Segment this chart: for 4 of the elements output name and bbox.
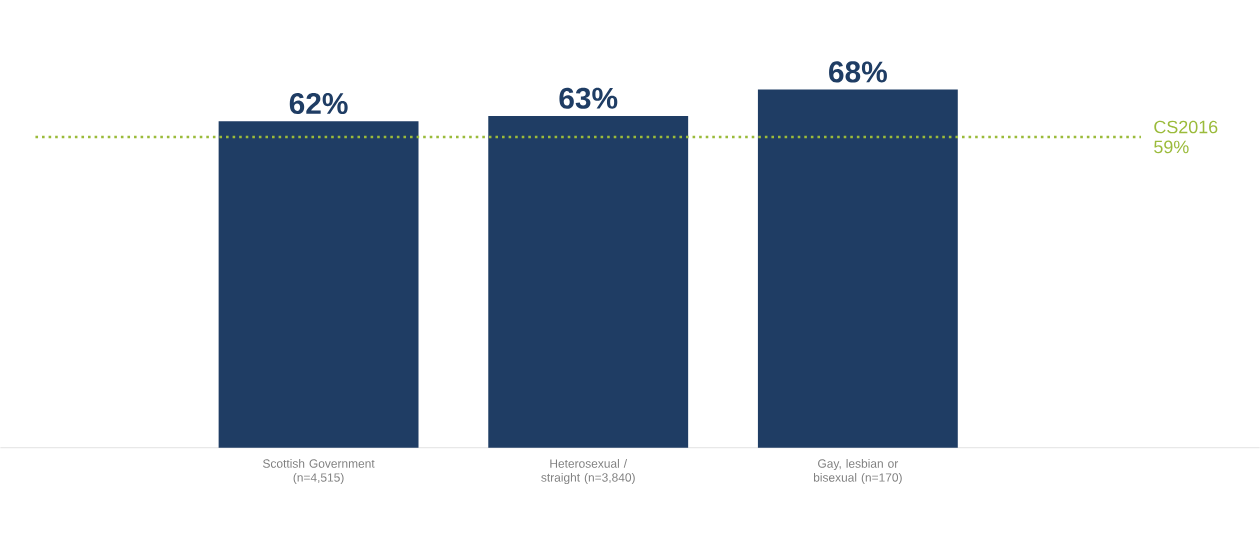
data-label: 63% [559, 87, 618, 110]
ref-line-label: CS2016 59% [1154, 120, 1218, 154]
data-label: 62% [289, 93, 348, 115]
data-label: 68% [829, 61, 887, 83]
